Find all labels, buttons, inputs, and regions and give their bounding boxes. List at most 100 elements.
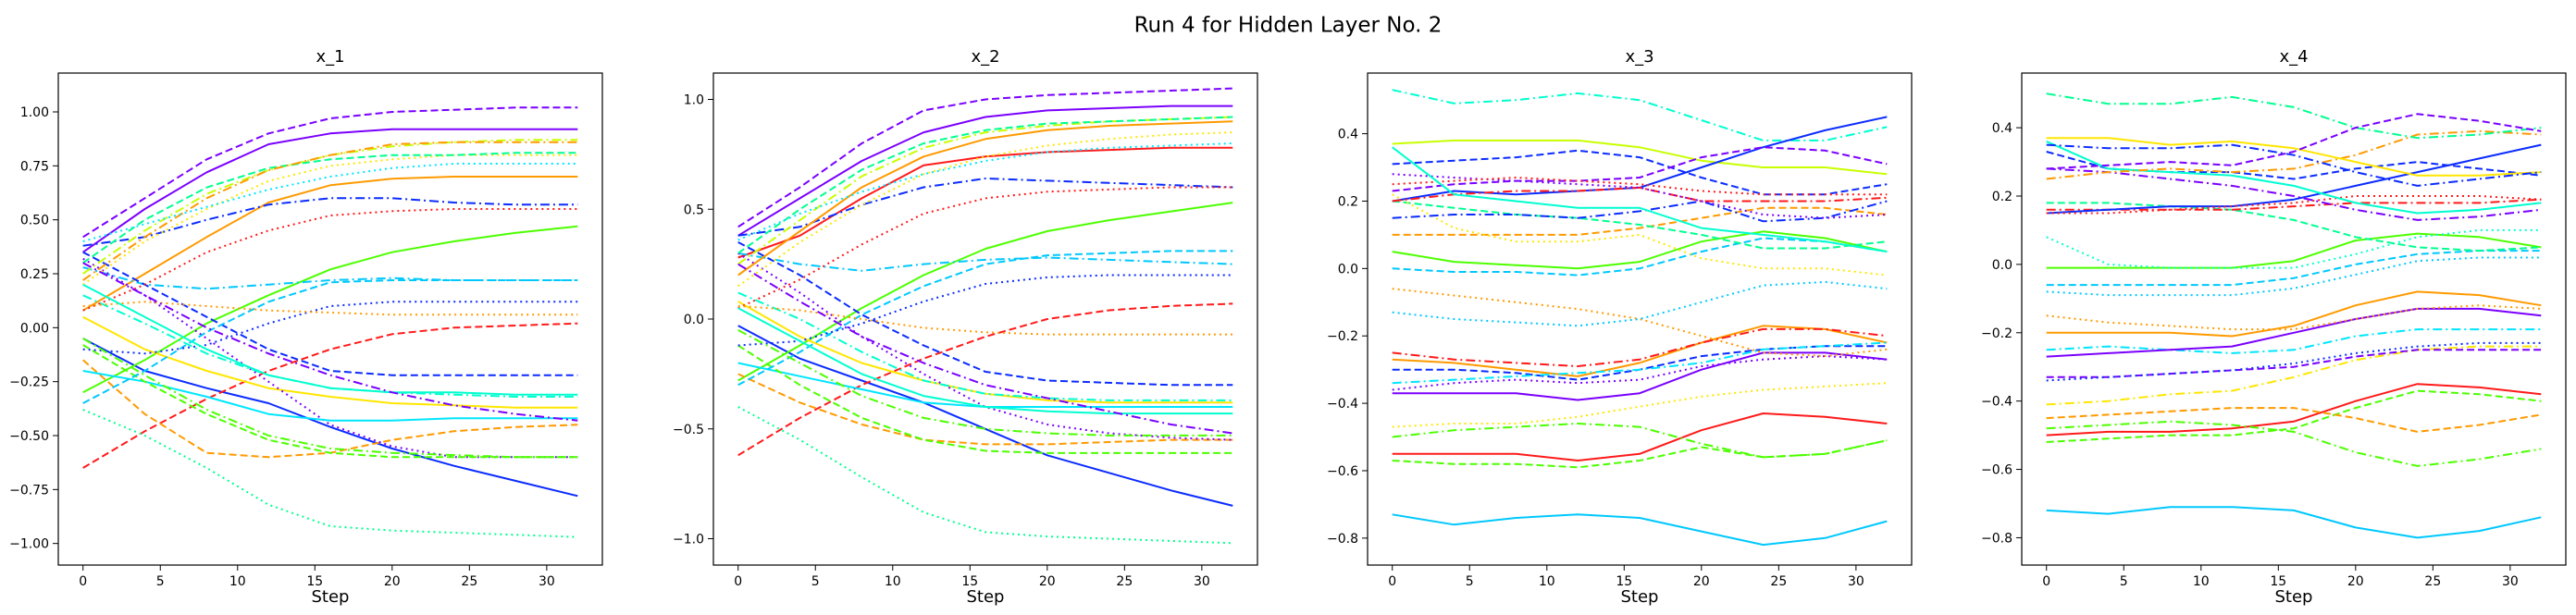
series-line-21 [1392,139,1888,176]
x-axis-label: Step [1621,587,1659,607]
series-line-8 [1392,327,1888,367]
series-line-21 [737,120,1233,277]
series-line-19 [2046,143,2542,215]
y-tick-label: −0.2 [1327,329,1358,344]
y-tick-label: 0.4 [1338,128,1358,142]
x-tick-label: 15 [2270,574,2286,589]
y-tick-label: 0.5 [684,203,704,217]
series-line-6 [1392,351,1888,401]
series-line-18 [737,291,1233,401]
x-tick-label: 20 [1693,574,1710,589]
series-line-18 [1392,193,1888,277]
x-tick-label: 15 [961,574,978,589]
y-tick-label: 0.4 [1992,121,2012,136]
y-tick-label: 1.00 [20,105,49,120]
series-line-24 [2046,129,2542,180]
x-tick-label: 20 [1039,574,1056,589]
series-line-6 [82,225,578,394]
y-tick-label: −0.6 [1981,463,2012,478]
series-line-27 [737,263,1233,435]
series-line-2 [2046,383,2542,437]
series-line-5 [2046,407,2542,433]
x-tick-label: 20 [2347,574,2364,589]
y-tick-label: −0.8 [1327,532,1358,547]
series-line-26 [737,329,1233,437]
x-axis: 0 5 10 15 20 25 30 [2042,565,2519,589]
series-line-28 [737,142,1233,241]
series-line-1 [2046,506,2542,539]
series-line-20 [82,152,578,264]
series-line-6 [2046,345,2542,406]
subplot-title: x_1 [316,47,344,67]
series-line-14 [1392,237,1888,277]
series-line-14 [2046,250,2542,287]
y-tick-label: 0.0 [1992,258,2012,273]
series-line-2 [1392,412,1888,461]
series-line-2 [737,105,1233,237]
series-line-27 [2046,113,2542,170]
x-tick-label: 30 [1848,574,1864,589]
y-tick-label: −0.8 [1981,531,2012,546]
series-line-18 [2046,198,2542,211]
series-line-4 [2046,420,2542,467]
y-tick-label: −1.00 [9,537,49,552]
y-tick-label: 0.50 [20,214,49,228]
series-line-28 [2046,143,2542,187]
x-tick-label: 25 [461,574,477,589]
series-line-8 [82,266,578,290]
x-tick-label: 5 [1466,574,1474,589]
series-line-8 [737,252,1233,272]
figure-title: Run 4 for Hidden Layer No. 2 [1134,14,1443,38]
series-line-28 [1392,146,1888,253]
series-line-4 [82,176,578,312]
subplot-x-2: −1.0 −0.5 0.0 0.5 1.0 0 5 10 15 20 25 30 x_2 Step [673,47,1258,607]
y-axis: −1.00 −0.75 −0.50 −0.25 0.00 0.25 0.50 0.75 1.00 [9,105,58,552]
series-line-10 [82,315,578,409]
series-line-25 [2046,137,2542,177]
series-line-15 [737,344,1233,454]
x-axis: 0 5 10 15 20 25 30 [734,565,1210,589]
x-tick-label: 15 [306,574,323,589]
series-line-7 [1392,325,1888,377]
x-tick-label: 5 [156,574,165,589]
series-line-3 [1392,439,1888,469]
y-tick-label: 0.75 [20,159,49,174]
series-line-21 [2046,167,2542,221]
series-line-7 [737,406,1233,545]
x-axis-label: Step [2275,587,2313,607]
x-tick-label: 10 [885,574,901,589]
series-line-25 [82,283,578,396]
y-axis: −1.0 −0.5 0.0 0.5 1.0 [673,93,713,547]
x-tick-label: 25 [2424,574,2441,589]
x-axis: 0 5 10 15 20 25 30 [1388,565,1864,589]
series-line-22 [737,250,1233,387]
series-line-27 [82,262,578,422]
series-line-19 [1392,200,1888,223]
x-tick-label: 25 [1116,574,1133,589]
x-tick-label: 5 [2120,574,2128,589]
series-line-16 [1392,230,1888,270]
subplot-title: x_2 [971,47,999,67]
series-line-22 [82,279,578,404]
series-group [1392,89,1888,547]
x-tick-label: 30 [2502,574,2519,589]
series-line-21 [82,141,578,281]
series-line-12 [82,251,578,376]
y-tick-label: −1.0 [673,533,704,547]
y-tick-label: 0.0 [1338,262,1358,277]
x-tick-label: 0 [734,574,742,589]
y-tick-label: 0.00 [20,321,49,336]
series-line-7 [2046,349,2542,378]
series-line-23 [737,274,1233,347]
series-line-5 [1392,423,1888,459]
y-tick-label: 1.0 [684,93,704,108]
series-line-11 [2046,290,2542,338]
x-tick-label: 0 [79,574,87,589]
subplot-x-1: −1.00 −0.75 −0.50 −0.25 0.00 0.25 0.50 0.75 1.00… [9,47,603,607]
x-tick-label: 15 [1616,574,1632,589]
series-line-23 [1392,149,1888,196]
y-tick-label: −0.4 [1327,397,1358,412]
series-line-7 [82,409,578,538]
y-axis: −0.8 −0.6 −0.4 −0.2 0.0 0.2 0.4 [1981,121,2022,546]
series-line-17 [2046,202,2542,252]
